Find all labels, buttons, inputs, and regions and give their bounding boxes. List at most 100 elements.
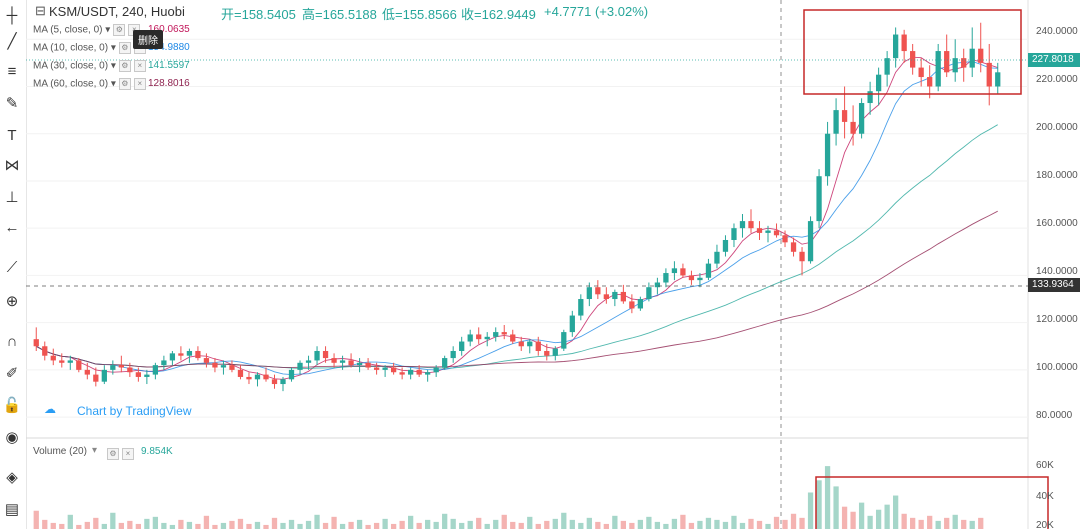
volume-bar	[935, 520, 941, 529]
settings-icon[interactable]: ⚙	[118, 60, 131, 72]
candle	[944, 51, 950, 73]
candle	[875, 74, 882, 92]
current-price-tag: 227.8018	[1028, 53, 1080, 67]
volume-bar	[467, 520, 473, 529]
trend-line-icon[interactable]: ╱	[7, 33, 17, 50]
crosshair-icon[interactable]: ┼	[6, 6, 18, 24]
volume-bar	[348, 521, 354, 529]
volume-bar	[161, 522, 167, 529]
candle	[305, 360, 312, 363]
candle	[595, 287, 601, 295]
volume-bar	[629, 522, 635, 529]
candle	[127, 367, 133, 373]
volume-bar	[237, 518, 244, 529]
candle	[910, 51, 916, 68]
volume-bar	[884, 504, 890, 529]
chart-canvas[interactable]	[26, 0, 1080, 529]
candle	[535, 341, 541, 351]
volume-bar	[535, 523, 541, 529]
ruler-icon[interactable]: ⟋	[6, 258, 18, 276]
volume-bar	[110, 512, 116, 529]
chevron-down-icon[interactable]: ▾	[110, 42, 116, 54]
volume-bar	[178, 519, 184, 529]
ma-row-5[interactable]: MA (5, close, 0) ▾⚙×	[33, 24, 141, 36]
candle	[714, 251, 720, 264]
lock-drawing-icon[interactable]: ✐	[5, 365, 19, 382]
volume-bar	[84, 521, 90, 529]
annotation-box	[815, 476, 1049, 529]
ma-label: MA (5, close, 0)	[33, 24, 103, 36]
volume-bar	[867, 515, 873, 529]
layers-icon[interactable]: ◈	[6, 469, 18, 486]
volume-bar	[739, 522, 746, 529]
pattern-icon[interactable]: ⋈	[4, 157, 20, 174]
y-tick-label: 80.0000	[1036, 410, 1073, 421]
volume-bar	[850, 511, 856, 529]
settings-icon[interactable]: ⚙	[118, 78, 131, 90]
text-tool-icon[interactable]: T	[7, 126, 17, 144]
magnet-icon[interactable]: ∩	[6, 332, 18, 350]
candle	[671, 268, 678, 274]
candle	[986, 62, 992, 87]
volume-bar	[680, 514, 686, 529]
collapse-icon[interactable]: ⊟	[35, 3, 46, 18]
chevron-down-icon[interactable]: ▾	[110, 78, 116, 90]
candle	[901, 34, 907, 52]
settings-icon[interactable]: ⚙	[113, 24, 126, 36]
measure-icon[interactable]: ⊥	[5, 189, 19, 206]
candle	[152, 365, 159, 375]
settings-icon[interactable]: ⚙	[107, 447, 119, 460]
ma-label: MA (60, close, 0)	[33, 78, 109, 90]
close-icon[interactable]: ×	[122, 447, 134, 460]
ma-row-30[interactable]: MA (30, close, 0) ▾ ⚙ ×	[33, 60, 146, 72]
chevron-down-icon[interactable]: ▾	[105, 24, 111, 36]
volume-bar	[816, 480, 822, 529]
volume-bar	[722, 521, 729, 529]
candle	[348, 360, 354, 366]
volume-value: 9.854K	[141, 446, 173, 457]
volume-bar	[476, 517, 482, 529]
volume-bar	[425, 519, 431, 529]
candle	[288, 369, 295, 380]
ma-row-10[interactable]: MA (10, close, 0) ▾⚙×	[33, 42, 146, 54]
chevron-down-icon[interactable]: ▾	[92, 445, 98, 456]
ma-row-60[interactable]: MA (60, close, 0) ▾ ⚙ ×	[33, 78, 146, 90]
candle	[688, 275, 695, 281]
chevron-down-icon[interactable]: ▾	[110, 60, 116, 72]
zoom-in-icon[interactable]: ⊕	[5, 293, 19, 310]
candle	[748, 221, 754, 229]
y-tick-label: 200.0000	[1036, 122, 1078, 133]
candle	[569, 315, 575, 333]
candle	[84, 369, 90, 375]
candle	[705, 263, 712, 278]
candle	[978, 48, 984, 63]
fib-retracement-icon[interactable]: ≡	[7, 62, 17, 80]
volume-bar	[314, 514, 320, 529]
candle	[927, 77, 933, 87]
close-icon[interactable]: ×	[133, 78, 146, 90]
volume-bar	[42, 519, 48, 529]
candle	[824, 133, 831, 177]
volume-bar	[552, 518, 558, 529]
candle	[807, 221, 814, 262]
candle	[297, 362, 303, 370]
candle	[212, 362, 218, 368]
candle	[476, 334, 482, 340]
volume-label: Volume (20)	[33, 446, 87, 457]
volume-bar	[118, 522, 124, 529]
candle	[110, 365, 116, 370]
eye-icon[interactable]: ◉	[5, 429, 19, 446]
candle	[484, 336, 490, 340]
close-icon[interactable]: ×	[133, 60, 146, 72]
volume-bar	[101, 523, 107, 529]
brush-icon[interactable]: ✎	[5, 95, 19, 112]
open-value: 开=158.5405	[221, 7, 296, 22]
trash-icon[interactable]: ▤	[4, 501, 20, 518]
settings-icon[interactable]: ⚙	[118, 42, 131, 54]
candle	[612, 291, 618, 300]
volume-bar	[356, 519, 363, 529]
lock-icon[interactable]: 🔓	[2, 397, 22, 414]
back-arrow-icon[interactable]: ←	[4, 218, 20, 236]
volume-bar	[59, 523, 65, 529]
candle	[663, 273, 669, 283]
